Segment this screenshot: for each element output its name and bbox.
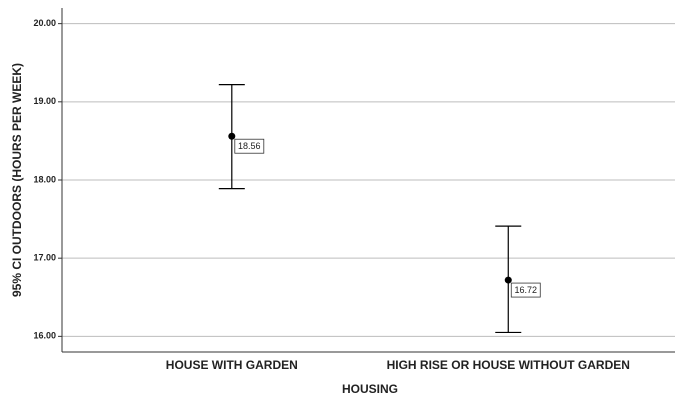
y-axis-title: 95% CI OUTDOORS (HOURS PER WEEK) [10,63,24,297]
y-tick-label: 19.00 [33,96,56,106]
y-tick-label: 20.00 [33,18,56,28]
mean-point [504,276,512,284]
value-label-box [234,138,265,154]
y-tick-label: 18.00 [33,174,56,184]
x-axis-title: HOUSING [342,382,398,396]
value-label: 16.72 [514,285,537,295]
value-label: 18.56 [238,141,261,151]
x-tick-label: HOUSE WITH GARDEN [166,358,298,372]
y-tick-label: 17.00 [33,253,56,263]
value-label-box [510,282,541,298]
y-tick-label: 16.00 [33,331,56,341]
x-tick-label: HIGH RISE OR HOUSE WITHOUT GARDEN [387,358,630,372]
mean-point [228,132,236,140]
